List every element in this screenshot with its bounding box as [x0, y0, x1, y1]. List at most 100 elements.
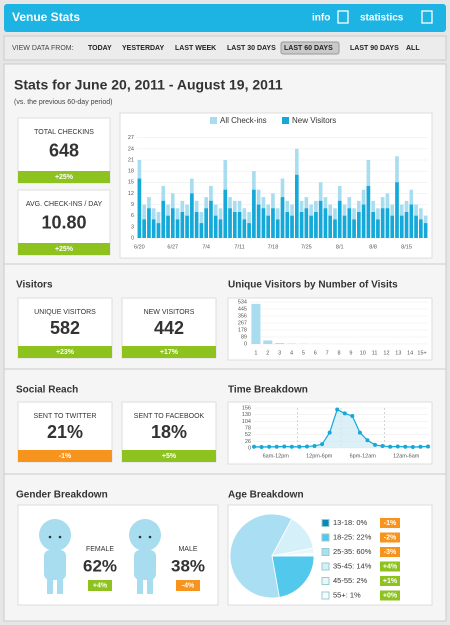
x-tick-label: 12am-6am [393, 453, 420, 459]
x-tick-label: 12pm-6pm [306, 453, 333, 459]
y-tick-label: 26 [245, 439, 251, 445]
bar [280, 197, 285, 238]
bar [357, 212, 361, 238]
x-tick-label: 9 [349, 350, 352, 356]
y-tick-label: 52 [245, 432, 251, 438]
bar [366, 186, 371, 238]
stat-label: SENT TO FACEBOOK [134, 413, 205, 420]
legend-change: -1% [384, 520, 397, 527]
stats-title: Stats for June 20, 2011 - August 19, 201… [14, 77, 283, 93]
bar [399, 215, 404, 238]
filter-option[interactable]: LAST 30 DAYS [227, 45, 276, 52]
legend-label: 55+: 1% [333, 590, 361, 599]
x-tick-label: 14 [407, 350, 413, 356]
stat-change: +5% [162, 453, 177, 460]
x-tick-label: 13 [395, 350, 401, 356]
x-tick-label: 12 [383, 350, 389, 356]
section-title: Time Breakdown [228, 385, 308, 396]
bar [247, 223, 251, 238]
header-title: Venue Stats [12, 10, 80, 24]
filter-option[interactable]: LAST WEEK [175, 45, 216, 52]
point [259, 444, 264, 449]
bar [213, 215, 218, 238]
point [410, 444, 415, 449]
y-tick-label: 104 [242, 419, 251, 425]
y-tick-label: 156 [242, 405, 251, 411]
bar [404, 212, 409, 238]
y-tick-label: 9 [131, 202, 134, 208]
bar [352, 219, 356, 238]
x-tick-label: 1 [254, 350, 257, 356]
legend-label: New Visitors [292, 116, 336, 125]
legend-swatch [321, 591, 330, 600]
stat-value: 442 [154, 318, 184, 338]
gender-label: MALE [178, 546, 197, 553]
bar [275, 219, 280, 238]
y-tick-label: 15 [128, 180, 134, 186]
statistics-icon[interactable] [421, 10, 433, 24]
y-tick-label: 21 [128, 157, 134, 163]
y-tick-label: 27 [128, 135, 134, 141]
section-title: Gender Breakdown [16, 490, 108, 501]
bar [342, 215, 347, 238]
area [254, 409, 428, 448]
bar [390, 215, 395, 238]
info-link[interactable]: info [312, 13, 330, 24]
y-tick-label: 178 [238, 327, 247, 333]
change-badge [88, 580, 112, 591]
point [365, 438, 370, 443]
stat-label: AVG. CHECK-INS / DAY [26, 201, 103, 208]
point [304, 444, 309, 449]
legend-change: +1% [383, 578, 398, 585]
stats-subtitle: (vs. the previous 60-day period) [14, 99, 112, 106]
chart-panel [227, 297, 433, 361]
info-icon[interactable] [337, 10, 349, 24]
filter-option[interactable]: YESTERDAY [122, 45, 164, 52]
filter-label: VIEW DATA FROM: [12, 45, 74, 52]
bar [147, 208, 151, 238]
point [380, 443, 385, 448]
section-title: Unique Visitors by Number of Visits [228, 280, 398, 291]
bar [142, 219, 146, 238]
bar [314, 212, 318, 238]
y-tick-label: 12 [128, 191, 134, 197]
x-tick-label: 2 [266, 350, 269, 356]
bar [304, 208, 309, 238]
bar [232, 212, 237, 238]
bar [185, 215, 189, 238]
bar [380, 208, 385, 238]
filter-option[interactable]: ALL [406, 45, 420, 52]
x-tick-label: 11 [372, 350, 378, 356]
x-tick-label: 6pm-12am [350, 453, 377, 459]
filter-option[interactable]: LAST 60 DAYS [284, 45, 333, 52]
y-tick-label: 0 [131, 235, 134, 241]
filter-option[interactable]: LAST 90 DAYS [350, 45, 399, 52]
bar [251, 303, 261, 344]
change-badge [380, 547, 400, 557]
x-tick-label: 8/1 [336, 244, 344, 250]
x-tick-label: 6/27 [167, 244, 178, 250]
stat-change: +25% [55, 246, 74, 253]
change-badge [380, 518, 400, 528]
statistics-link[interactable]: statistics [360, 13, 404, 24]
stat-value: 21% [47, 422, 83, 442]
bar [285, 212, 290, 238]
bar [414, 215, 418, 238]
y-tick-label: 267 [238, 320, 247, 326]
bar [190, 193, 194, 238]
stat-change: +17% [160, 349, 179, 356]
stat-label: NEW VISITORS [144, 309, 195, 316]
x-tick-label: 10 [360, 350, 366, 356]
point [350, 413, 355, 418]
bar [376, 219, 380, 238]
change-bar [18, 171, 110, 183]
stat-change: +23% [56, 349, 75, 356]
bar [423, 223, 428, 238]
legend-label: 18-25: 22% [333, 532, 372, 541]
bar [323, 208, 328, 238]
filter-option[interactable]: TODAY [88, 45, 112, 52]
change-badge [380, 590, 400, 601]
bar [252, 189, 256, 238]
filter-bar [3, 35, 447, 61]
